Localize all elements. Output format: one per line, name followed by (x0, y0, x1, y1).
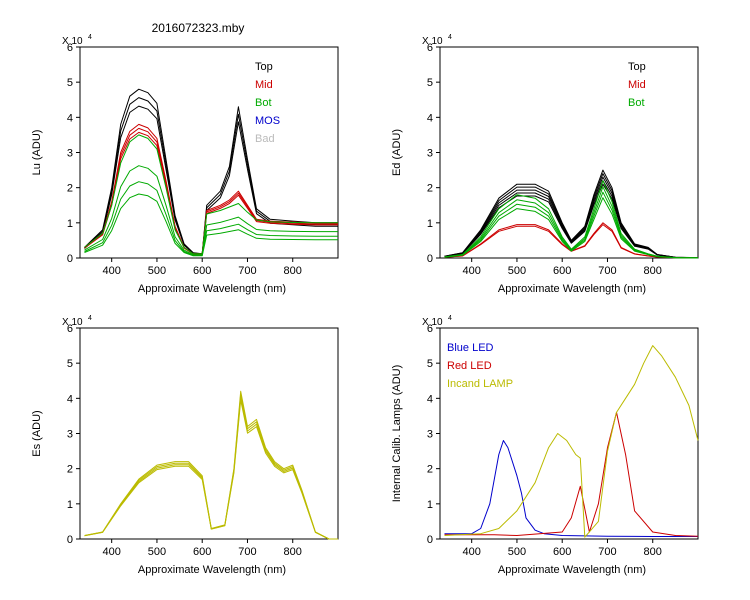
chart-0-ytick-label-5: 5 (67, 77, 73, 89)
chart-0-xtick-label-1: 500 (148, 265, 166, 277)
chart-2-ytick-label-2: 2 (67, 464, 73, 476)
chart-0-xtick-label-2: 600 (193, 265, 211, 277)
chart-1-ytick-label-5: 5 (427, 77, 433, 89)
chart-0-legend-top: Top (255, 61, 273, 73)
chart-1-ylabel: Ed (ADU) (391, 129, 403, 176)
chart-3-xtick-label-3: 700 (598, 546, 616, 558)
chart-1-ytick-label-3: 3 (427, 148, 433, 160)
chart-1-legend-mid: Mid (628, 79, 646, 91)
chart-3-xtick-label-2: 600 (553, 546, 571, 558)
chart-1-ytick-label-2: 2 (427, 183, 433, 195)
figure-title: 2016072323.mby (152, 21, 245, 35)
chart-0-xlabel: Approximate Wavelength (nm) (138, 283, 286, 295)
chart-1-xtick-label-0: 400 (463, 265, 481, 277)
chart-0-ytick-label-3: 3 (67, 148, 73, 160)
chart-2-xtick-label-1: 500 (148, 546, 166, 558)
chart-2-ytick-label-3: 3 (67, 429, 73, 441)
chart-1-legend-top: Top (628, 61, 646, 73)
chart-0-legend-mid: Mid (255, 79, 273, 91)
chart-2-xtick-label-2: 600 (193, 546, 211, 558)
chart-3-legend-red-led: Red LED (447, 360, 492, 372)
chart-3-ytick-label-0: 0 (427, 534, 433, 546)
chart-3-ytick-label-1: 1 (427, 499, 433, 511)
chart-3-legend-blue-led: Blue LED (447, 342, 494, 354)
chart-1-xlabel: Approximate Wavelength (nm) (498, 283, 646, 295)
chart-3-multiplier-exp: 4 (448, 315, 452, 322)
chart-3-legend-incand-lamp: Incand LAMP (447, 378, 513, 390)
chart-1-plot-frame (440, 47, 698, 258)
chart-2-xtick-label-0: 400 (103, 546, 121, 558)
chart-2-xtick-label-3: 700 (238, 546, 256, 558)
chart-2-ytick-label-5: 5 (67, 358, 73, 370)
chart-1-multiplier-exp: 4 (448, 34, 452, 41)
chart-2-multiplier-exp: 4 (88, 315, 92, 322)
chart-0-legend-bot: Bot (255, 97, 272, 109)
chart-3-xlabel: Approximate Wavelength (nm) (498, 564, 646, 576)
chart-0-multiplier-exp: 4 (88, 34, 92, 41)
chart-2-ylabel: Es (ADU) (31, 410, 43, 456)
chart-0-ylabel: Lu (ADU) (31, 130, 43, 176)
chart-1-legend-bot: Bot (628, 97, 645, 109)
chart-1-multiplier: X 10 (422, 36, 443, 47)
chart-1-xtick-label-1: 500 (508, 265, 526, 277)
chart-1-ytick-label-1: 1 (427, 218, 433, 230)
figure: 2016072323.mby 0123456400 500 600 700 800App… (0, 0, 750, 600)
chart-2-multiplier: X 10 (62, 317, 83, 328)
chart-0-ytick-label-1: 1 (67, 218, 73, 230)
chart-3-ylabel: Internal Calib. Lamps (ADU) (391, 365, 403, 503)
chart-0-ytick-label-2: 2 (67, 183, 73, 195)
chart-2-xlabel: Approximate Wavelength (nm) (138, 564, 286, 576)
chart-3-xtick-label-1: 500 (508, 546, 526, 558)
chart-0-ytick-label-4: 4 (67, 112, 73, 124)
chart-3-xtick-label-4: 800 (644, 546, 662, 558)
chart-1-xtick-label-2: 600 (553, 265, 571, 277)
chart-3-xtick-label-0: 400 (463, 546, 481, 558)
chart-3-ytick-label-4: 4 (427, 393, 433, 405)
chart-1-ytick-label-0: 0 (427, 253, 433, 265)
chart-1-xtick-label-3: 700 (598, 265, 616, 277)
chart-0-legend-mos: MOS (255, 115, 280, 127)
chart-0-legend-bad: Bad (255, 133, 275, 145)
chart-2-ytick-label-4: 4 (67, 393, 73, 405)
chart-0-xtick-label-0: 400 (103, 265, 121, 277)
chart-2-ytick-label-1: 1 (67, 499, 73, 511)
chart-0-xtick-label-4: 800 (284, 265, 302, 277)
chart-3-ytick-label-3: 3 (427, 429, 433, 441)
chart-1-xtick-label-4: 800 (644, 265, 662, 277)
chart-3-ytick-label-2: 2 (427, 464, 433, 476)
chart-0-ytick-label-0: 0 (67, 253, 73, 265)
chart-0-xtick-label-3: 700 (238, 265, 256, 277)
chart-2-xtick-label-4: 800 (284, 546, 302, 558)
chart-3-multiplier: X 10 (422, 317, 443, 328)
chart-0-multiplier: X 10 (62, 36, 83, 47)
chart-2-ytick-label-0: 0 (67, 534, 73, 546)
chart-1-ytick-label-4: 4 (427, 112, 433, 124)
chart-3-ytick-label-5: 5 (427, 358, 433, 370)
